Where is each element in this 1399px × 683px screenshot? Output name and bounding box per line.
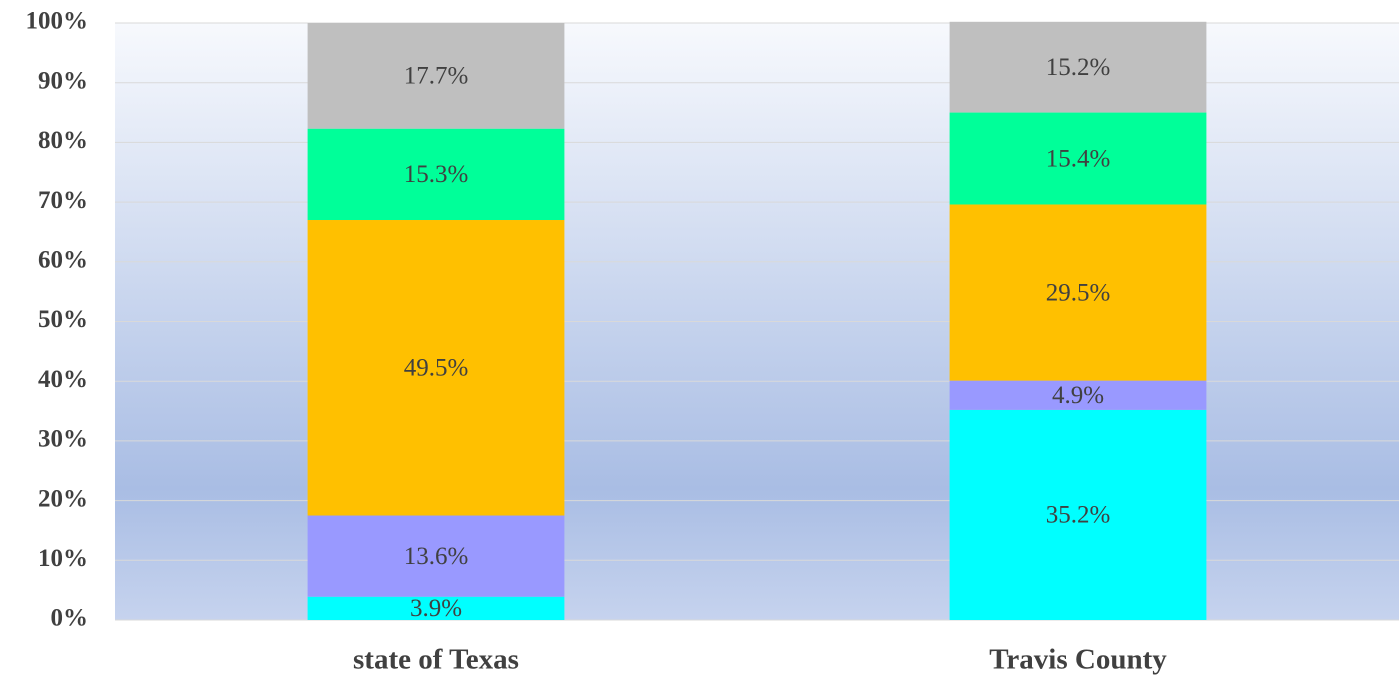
bar-segment — [307, 128, 565, 221]
data-label: 15.3% — [404, 161, 469, 188]
y-tick-label: 100% — [26, 8, 89, 35]
bar-segment — [307, 596, 565, 620]
y-tick-label: 70% — [38, 187, 88, 214]
y-tick-label: 80% — [38, 127, 88, 154]
data-label: 13.6% — [404, 543, 469, 570]
data-label: 15.4% — [1046, 145, 1111, 172]
bar-segment — [949, 380, 1207, 410]
x-tick-label: state of Texas — [353, 644, 519, 676]
y-tick-label: 30% — [38, 426, 88, 453]
x-tick-label: Travis County — [989, 644, 1167, 676]
y-tick-label: 40% — [38, 366, 88, 393]
bar-segment — [307, 515, 565, 597]
data-label: 17.7% — [404, 63, 469, 90]
bar-segment — [949, 21, 1207, 113]
bar-segment — [949, 409, 1207, 620]
data-label: 15.2% — [1046, 54, 1111, 81]
y-tick-label: 0% — [51, 605, 89, 632]
data-label: 3.9% — [410, 595, 462, 622]
bar-segment — [949, 204, 1207, 381]
y-tick-label: 60% — [38, 247, 88, 274]
bar-segment — [307, 23, 565, 129]
data-label: 29.5% — [1046, 279, 1111, 306]
y-tick-label: 20% — [38, 485, 88, 512]
data-label: 49.5% — [404, 355, 469, 382]
data-label: 35.2% — [1046, 502, 1111, 529]
bar-segment — [307, 220, 565, 516]
y-tick-label: 50% — [38, 306, 88, 333]
y-tick-label: 90% — [38, 67, 88, 94]
y-tick-label: 10% — [38, 545, 88, 572]
bar-segment — [949, 112, 1207, 205]
data-label: 4.9% — [1052, 382, 1104, 409]
